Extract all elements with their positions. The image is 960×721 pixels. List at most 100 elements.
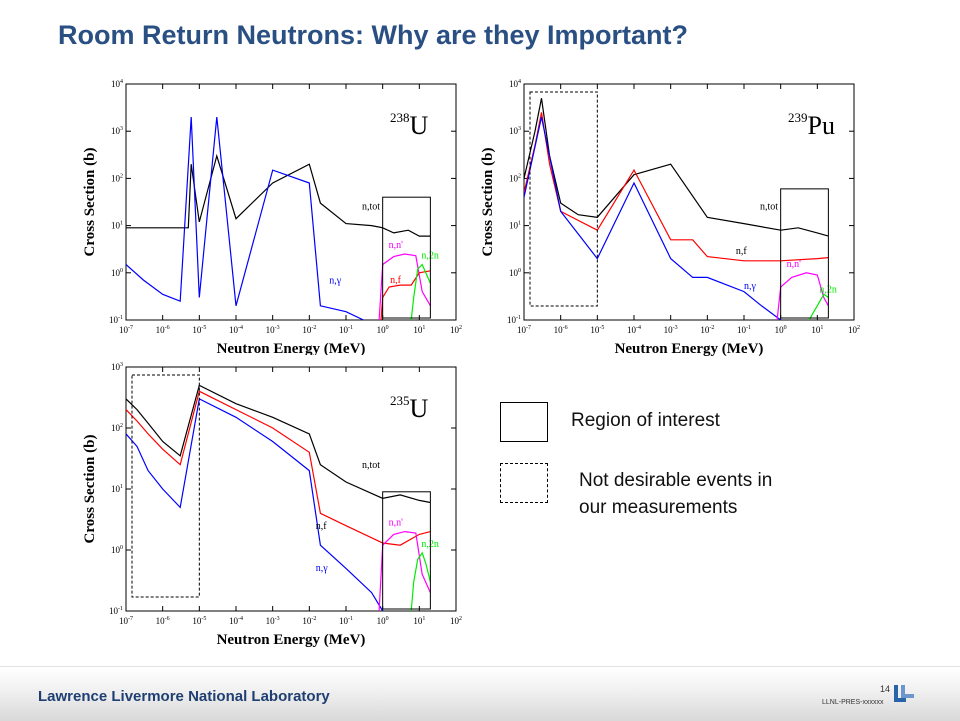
y-tick-label: 100 bbox=[509, 268, 521, 278]
y-tick-label: 10-1 bbox=[507, 315, 521, 325]
y-tick-label: 102 bbox=[111, 423, 123, 433]
series-line bbox=[524, 116, 782, 320]
chart-u235: 10-7 10-6 10-5 10-4 10-3 10-2 10-1 100 101 102 10-… bbox=[82, 362, 462, 648]
not-desirable-box bbox=[131, 374, 200, 598]
series-label: n,γ bbox=[329, 275, 342, 286]
series-label: n,n' bbox=[389, 518, 404, 529]
y-tick-label: 101 bbox=[111, 484, 123, 494]
footer-lab-name: Lawrence Livermore National Laboratory bbox=[38, 688, 330, 705]
series-label: n,γ bbox=[744, 281, 757, 292]
not-desirable-box bbox=[529, 91, 598, 307]
legend-solid-label: Region of interest bbox=[571, 410, 720, 431]
y-tick-label: 102 bbox=[111, 173, 123, 183]
series-label: n,tot bbox=[760, 202, 778, 213]
series-line bbox=[524, 98, 829, 237]
llnl-logo-icon bbox=[894, 685, 914, 702]
x-tick-label: 10-2 bbox=[700, 325, 714, 335]
x-tick-label: 101 bbox=[413, 325, 425, 335]
x-tick-label: 10-7 bbox=[517, 325, 531, 335]
x-axis-label: Neutron Energy (MeV) bbox=[217, 341, 366, 355]
series-label: n,tot bbox=[362, 460, 380, 471]
x-tick-label: 10-6 bbox=[156, 325, 170, 335]
series-line bbox=[776, 272, 829, 320]
x-tick-label: 10-4 bbox=[229, 325, 243, 335]
slide-title: Room Return Neutrons: Why are they Impor… bbox=[58, 20, 689, 50]
y-tick-label: 101 bbox=[111, 221, 123, 231]
x-tick-label: 10-2 bbox=[302, 616, 316, 626]
series-line bbox=[380, 270, 431, 320]
x-tick-label: 10-1 bbox=[339, 616, 353, 626]
x-tick-label: 10-1 bbox=[339, 325, 353, 335]
x-tick-label: 10-7 bbox=[119, 616, 133, 626]
series-line bbox=[378, 253, 431, 320]
x-tick-label: 10-2 bbox=[302, 325, 316, 335]
y-tick-label: 103 bbox=[111, 126, 123, 136]
x-axis-label: Neutron Energy (MeV) bbox=[217, 632, 366, 648]
footer-release-code: LLNL-PRES-xxxxxx bbox=[822, 699, 884, 706]
y-tick-label: 10-1 bbox=[109, 315, 123, 325]
x-tick-label: 10-6 bbox=[156, 616, 170, 626]
region-of-interest-box bbox=[780, 188, 829, 319]
series-group bbox=[524, 98, 829, 320]
series-line bbox=[410, 551, 431, 611]
series-label: n,n' bbox=[787, 259, 802, 270]
x-tick-label: 10-3 bbox=[664, 325, 678, 335]
x-tick-label: 10-1 bbox=[737, 325, 751, 335]
x-tick-label: 10-4 bbox=[229, 616, 243, 626]
x-tick-label: 102 bbox=[848, 325, 860, 335]
series-line bbox=[410, 263, 431, 320]
series-group bbox=[126, 384, 431, 611]
x-tick-label: 100 bbox=[775, 325, 787, 335]
series-line bbox=[126, 398, 384, 611]
chart-pu239: 10-7 10-6 10-5 10-4 10-3 10-2 10-1 100 101 102 10-… bbox=[480, 79, 860, 357]
x-tick-label: 10-6 bbox=[554, 325, 568, 335]
plot-frame bbox=[125, 83, 457, 321]
x-tick-label: 102 bbox=[450, 325, 462, 335]
legend-dashed-label-line1: Not desirable events in bbox=[579, 470, 773, 491]
x-tick-label: 10-5 bbox=[590, 325, 604, 335]
y-axis-label: Cross Section (b) bbox=[82, 148, 98, 257]
x-tick-label: 10-5 bbox=[192, 325, 206, 335]
x-tick-label: 10-5 bbox=[192, 616, 206, 626]
footer-bar bbox=[0, 666, 960, 721]
series-label: n,f bbox=[736, 246, 748, 257]
x-tick-label: 100 bbox=[377, 616, 389, 626]
x-tick-label: 10-4 bbox=[627, 325, 641, 335]
y-tick-label: 10-1 bbox=[109, 606, 123, 616]
y-tick-label: 100 bbox=[111, 268, 123, 278]
y-tick-label: 101 bbox=[509, 221, 521, 231]
x-tick-label: 10-3 bbox=[266, 325, 280, 335]
isotope-label: 238U bbox=[390, 110, 429, 140]
series-label: n,f bbox=[316, 521, 328, 532]
series-label: n,n' bbox=[389, 240, 404, 251]
footer-page-number: 14 bbox=[880, 684, 891, 694]
legend-solid-box bbox=[500, 402, 548, 442]
legend-dashed-box bbox=[500, 463, 548, 503]
region-of-interest-box bbox=[382, 491, 431, 610]
series-group bbox=[126, 116, 431, 320]
isotope-label: 239Pu bbox=[788, 110, 835, 140]
x-tick-label: 102 bbox=[450, 616, 462, 626]
x-tick-label: 101 bbox=[413, 616, 425, 626]
series-label: n,γ bbox=[316, 563, 329, 574]
chart-u238: 10-7 10-6 10-5 10-4 10-3 10-2 10-1 100 101 102 10-… bbox=[82, 79, 462, 355]
series-line bbox=[126, 116, 364, 320]
y-tick-label: 103 bbox=[111, 362, 123, 372]
x-axis-label: Neutron Energy (MeV) bbox=[615, 341, 764, 357]
series-line bbox=[126, 390, 431, 546]
y-tick-label: 104 bbox=[509, 79, 521, 89]
x-tick-label: 10-3 bbox=[266, 616, 280, 626]
y-axis-label: Cross Section (b) bbox=[82, 435, 98, 544]
plot-frame bbox=[523, 83, 855, 321]
y-tick-label: 104 bbox=[111, 79, 123, 89]
x-tick-label: 101 bbox=[811, 325, 823, 335]
series-label: n,tot bbox=[362, 202, 380, 213]
x-tick-label: 10-7 bbox=[119, 325, 133, 335]
series-line bbox=[126, 153, 431, 237]
series-label: n,f bbox=[390, 275, 402, 286]
series-line bbox=[126, 384, 431, 504]
legend-dashed-label-line2: our measurements bbox=[579, 497, 738, 518]
x-tick-label: 100 bbox=[377, 325, 389, 335]
y-tick-label: 100 bbox=[111, 545, 123, 555]
series-line bbox=[808, 293, 829, 320]
